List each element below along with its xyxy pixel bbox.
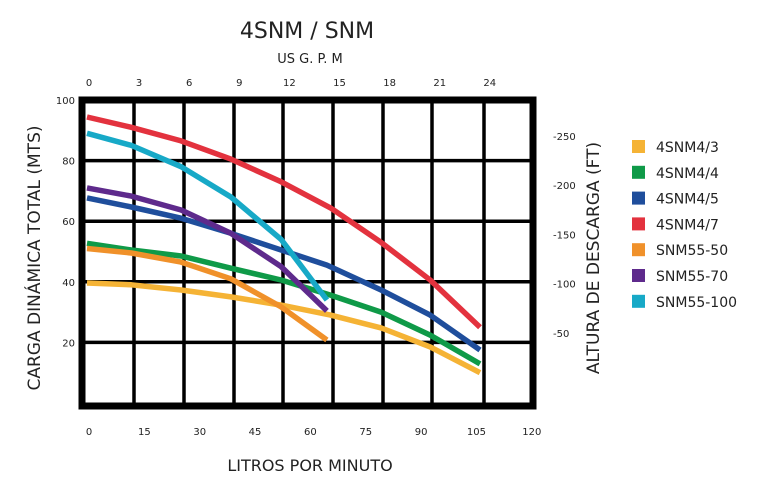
legend-item: SNM55-100 (632, 294, 737, 311)
series-line-4snm4-4 (86, 240, 482, 367)
top-tick-label: 15 (333, 78, 346, 89)
legend-item: 4SNM4/4 (632, 165, 719, 182)
right-tick-label: -200 (553, 181, 576, 192)
legend-label: 4SNM4/4 (656, 166, 719, 182)
legend-swatch (632, 269, 645, 282)
y-tick-label: 80 (62, 157, 75, 168)
top-tick-label: 24 (483, 78, 496, 89)
series-line-snm55-100 (86, 130, 330, 302)
series-line-4snm4-7 (86, 114, 482, 330)
legend-label: 4SNM4/3 (656, 140, 719, 156)
legend-item: 4SNM4/7 (632, 217, 719, 233)
x-tick-label: 105 (467, 427, 486, 438)
tick-labels: 0 15 30 45 60 75 90 105 120 0 3 6 9 12 15 18 21 24 20 40 60 8… (56, 78, 576, 438)
right-tick-label: -150 (553, 230, 576, 241)
legend: 4SNM4/3 4SNM4/4 4SNM4/5 4SNM4/7 SNM55-50 SNM5… (632, 140, 737, 311)
legend-swatch (632, 243, 645, 257)
top-axis-label: US G. P. M (277, 52, 343, 67)
legend-swatch (632, 165, 645, 179)
legend-swatch (632, 217, 645, 231)
legend-swatch (632, 294, 645, 308)
legend-item: 4SNM4/5 (632, 191, 719, 208)
y-axis-right-label: ALTURA DE DESCARGA (FT) (584, 142, 604, 374)
legend-item: SNM55-70 (632, 269, 728, 285)
legend-swatch (632, 191, 645, 205)
top-tick-label: 3 (136, 78, 142, 89)
x-tick-label: 75 (359, 427, 372, 438)
x-tick-label: 90 (415, 427, 428, 438)
legend-label: SNM55-70 (656, 269, 728, 285)
x-tick-label: 30 (193, 427, 206, 438)
top-tick-label: 0 (86, 78, 92, 89)
y-tick-label: 20 (62, 338, 75, 349)
curves (86, 114, 482, 376)
top-tick-label: 6 (186, 78, 192, 89)
right-tick-label: -100 (553, 280, 576, 291)
legend-label: SNM55-50 (656, 243, 728, 259)
series-line-4snm4-5 (86, 195, 482, 353)
y-tick-label: 100 (56, 96, 75, 107)
legend-label: 4SNM4/5 (656, 192, 719, 208)
x-tick-label: 45 (249, 427, 262, 438)
series-line-snm55-70 (86, 185, 329, 313)
top-tick-label: 12 (283, 78, 296, 89)
legend-label: 4SNM4/7 (656, 217, 719, 233)
right-tick-label: -250 (553, 132, 576, 143)
x-tick-label: 0 (86, 427, 92, 438)
legend-item: 4SNM4/3 (632, 140, 719, 156)
x-axis-label: LITROS POR MINUTO (227, 456, 392, 475)
x-tick-label: 60 (304, 427, 317, 438)
legend-item: SNM55-50 (632, 243, 728, 259)
top-tick-label: 21 (433, 78, 446, 89)
y-tick-label: 40 (62, 278, 75, 289)
y-axis-label: CARGA DINÁMICA TOTAL (MTS) (23, 126, 45, 391)
grid (78, 96, 537, 410)
x-tick-label: 15 (138, 427, 151, 438)
top-tick-label: 18 (383, 78, 396, 89)
legend-label: SNM55-100 (656, 295, 737, 311)
series-line-snm55-50 (86, 245, 329, 343)
right-tick-label: -50 (553, 329, 569, 340)
chart-title: 4SNM / SNM (240, 19, 374, 44)
top-tick-label: 9 (236, 78, 242, 89)
y-tick-label: 60 (62, 217, 75, 228)
legend-swatch (632, 140, 645, 153)
plot-frame (78, 96, 537, 410)
x-tick-label: 120 (522, 427, 541, 438)
